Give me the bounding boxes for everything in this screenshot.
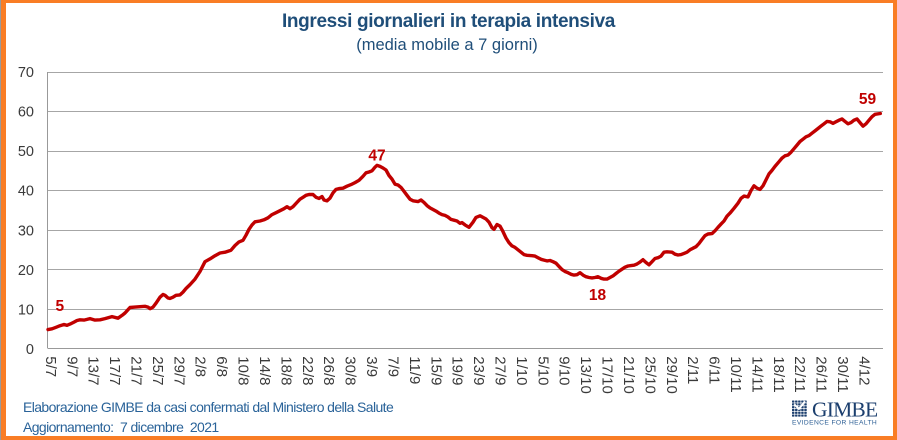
svg-text:19/9: 19/9 [449,356,466,385]
svg-text:6/11: 6/11 [706,356,723,384]
svg-text:9/7: 9/7 [63,356,80,377]
svg-text:3/9: 3/9 [363,356,380,377]
svg-text:30/8: 30/8 [342,356,359,385]
svg-text:26/8: 26/8 [320,356,337,385]
svg-text:2/8: 2/8 [192,356,209,377]
svg-text:70: 70 [18,65,34,81]
svg-text:9/10: 9/10 [556,356,573,385]
svg-text:10: 10 [18,302,34,318]
svg-text:2/11: 2/11 [684,356,701,384]
svg-text:18: 18 [589,287,607,304]
svg-text:0: 0 [26,342,34,358]
svg-text:21/10: 21/10 [620,356,637,394]
svg-text:1/10: 1/10 [513,356,530,385]
svg-text:29/10: 29/10 [663,356,680,394]
svg-text:50: 50 [18,144,34,160]
svg-text:14/8: 14/8 [256,356,273,385]
svg-text:11/9: 11/9 [406,356,423,384]
svg-text:17/10: 17/10 [599,356,616,394]
svg-text:25/7: 25/7 [149,356,166,385]
svg-text:27/9: 27/9 [492,356,509,385]
svg-text:5/10: 5/10 [534,356,551,385]
svg-text:29/7: 29/7 [170,356,187,385]
svg-text:GIMBE: GIMBE [812,398,878,422]
svg-text:18/11: 18/11 [770,356,787,392]
svg-text:18/8: 18/8 [277,356,294,385]
svg-text:22/11: 22/11 [791,356,808,392]
svg-text:26/11: 26/11 [813,356,830,392]
svg-text:30/11: 30/11 [834,356,851,392]
svg-text:25/10: 25/10 [641,356,658,394]
svg-text:59: 59 [859,91,877,108]
svg-text:7/9: 7/9 [384,356,401,377]
svg-text:EVIDENCE FOR HEALTH: EVIDENCE FOR HEALTH [792,420,877,427]
svg-text:5: 5 [56,298,65,315]
svg-text:13/10: 13/10 [577,356,594,394]
svg-text:17/7: 17/7 [106,356,123,385]
svg-text:6/8: 6/8 [213,356,230,377]
svg-text:30: 30 [18,223,34,239]
svg-text:4/12: 4/12 [856,356,873,385]
svg-text:60: 60 [18,105,34,121]
svg-text:20: 20 [18,263,34,279]
svg-text:10/11: 10/11 [727,356,744,392]
svg-text:13/7: 13/7 [85,356,102,385]
svg-text:10/8: 10/8 [235,356,252,385]
svg-text:22/8: 22/8 [299,356,316,385]
svg-text:21/7: 21/7 [128,356,145,385]
svg-text:47: 47 [368,148,385,165]
svg-text:15/9: 15/9 [427,356,444,385]
svg-text:14/11: 14/11 [748,356,765,392]
svg-text:40: 40 [18,184,34,200]
svg-text:5/7: 5/7 [42,356,59,377]
svg-text:23/9: 23/9 [470,356,487,385]
